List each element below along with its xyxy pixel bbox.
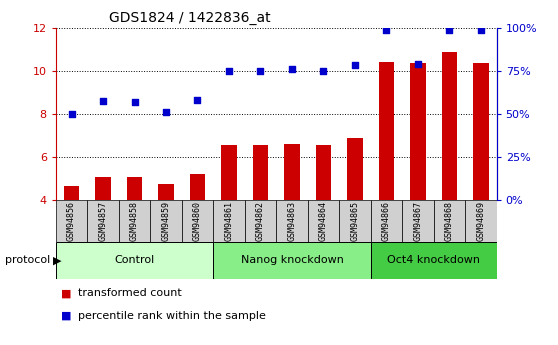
Bar: [190, 174, 205, 200]
Bar: [64, 186, 79, 200]
Bar: [339, 200, 371, 242]
Bar: [347, 138, 363, 200]
Text: GSM94864: GSM94864: [319, 201, 328, 241]
Bar: [371, 241, 497, 279]
Text: GSM94866: GSM94866: [382, 201, 391, 241]
Text: ■: ■: [61, 288, 72, 298]
Point: [287, 66, 296, 71]
Bar: [284, 144, 300, 200]
Point: [319, 68, 328, 73]
Bar: [410, 63, 426, 200]
Text: GSM94869: GSM94869: [477, 201, 485, 241]
Bar: [158, 184, 174, 200]
Bar: [434, 200, 465, 242]
Bar: [473, 63, 489, 200]
Point: [162, 109, 171, 115]
Bar: [276, 200, 307, 242]
Text: Oct4 knockdown: Oct4 knockdown: [387, 256, 480, 265]
Bar: [119, 200, 150, 242]
Text: percentile rank within the sample: percentile rank within the sample: [78, 311, 266, 321]
Text: GSM94856: GSM94856: [67, 201, 76, 241]
Bar: [182, 200, 213, 242]
Point: [130, 99, 139, 105]
Text: GSM94860: GSM94860: [193, 201, 202, 241]
Bar: [378, 62, 395, 200]
Text: GSM94859: GSM94859: [161, 201, 171, 241]
Bar: [245, 200, 276, 242]
Bar: [56, 241, 213, 279]
Text: GSM94858: GSM94858: [130, 201, 139, 241]
Text: GSM94868: GSM94868: [445, 201, 454, 241]
Text: Nanog knockdown: Nanog knockdown: [240, 256, 343, 265]
Point: [382, 27, 391, 32]
Bar: [56, 200, 87, 242]
Text: GSM94867: GSM94867: [413, 201, 422, 241]
Text: Control: Control: [114, 256, 155, 265]
Bar: [441, 52, 457, 200]
Text: transformed count: transformed count: [78, 288, 182, 298]
Point: [193, 97, 202, 102]
Text: protocol: protocol: [5, 256, 50, 265]
Point: [256, 68, 265, 73]
Bar: [150, 200, 182, 242]
Text: GDS1824 / 1422836_at: GDS1824 / 1422836_at: [109, 11, 270, 25]
Bar: [213, 200, 245, 242]
Point: [445, 27, 454, 32]
Bar: [371, 200, 402, 242]
Bar: [87, 200, 119, 242]
Bar: [465, 200, 497, 242]
Point: [350, 62, 359, 68]
Point: [99, 98, 108, 104]
Text: GSM94857: GSM94857: [99, 201, 108, 241]
Bar: [253, 145, 268, 200]
Bar: [95, 177, 111, 200]
Bar: [221, 145, 237, 200]
Bar: [307, 200, 339, 242]
Bar: [127, 177, 142, 200]
Bar: [402, 200, 434, 242]
Text: GSM94863: GSM94863: [287, 201, 296, 241]
Bar: [213, 241, 371, 279]
Text: GSM94862: GSM94862: [256, 201, 265, 241]
Point: [224, 68, 233, 73]
Point: [413, 61, 422, 67]
Point: [477, 27, 485, 32]
Text: GSM94865: GSM94865: [350, 201, 359, 241]
Text: ▶: ▶: [53, 256, 61, 265]
Point: [67, 111, 76, 117]
Bar: [316, 145, 331, 200]
Text: GSM94861: GSM94861: [224, 201, 233, 241]
Text: ■: ■: [61, 311, 72, 321]
